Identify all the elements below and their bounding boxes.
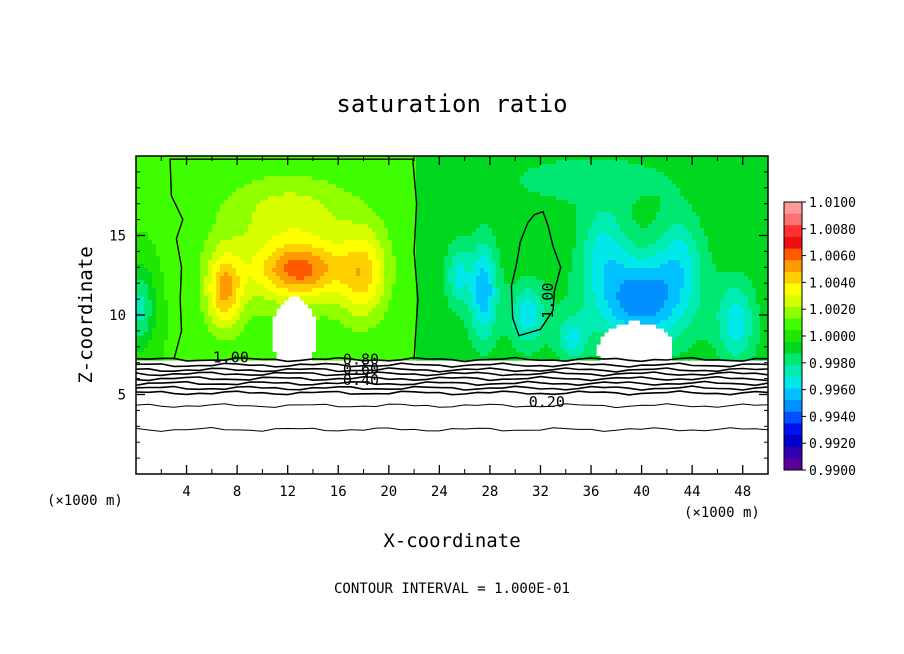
colorbar: 1.0100 1.0080 1.0060 1.0040 1.0020 1.0000 0.99… bbox=[783, 196, 856, 479]
colorbar-label: 0.9980 bbox=[809, 357, 856, 372]
colorbar-swatch bbox=[784, 236, 802, 250]
x-tick-label: 24 bbox=[431, 484, 448, 500]
colorbar-swatch bbox=[784, 388, 802, 401]
x-tick-label: 12 bbox=[279, 484, 296, 500]
colorbar-label: 1.0080 bbox=[809, 223, 856, 238]
chart-title: saturation ratio bbox=[336, 90, 567, 118]
saturation-field bbox=[136, 156, 768, 361]
colorbar-swatch bbox=[784, 411, 802, 424]
colorbar-swatch bbox=[784, 248, 802, 261]
x-tick-label: 8 bbox=[233, 484, 241, 500]
colorbar-label: 1.0020 bbox=[809, 303, 856, 318]
colorbar-swatch bbox=[784, 202, 802, 215]
contour-label: 0.40 bbox=[343, 371, 379, 389]
x-tick-label: 4 bbox=[182, 484, 190, 500]
contour-label: 0.20 bbox=[529, 393, 565, 411]
colorbar-label: 0.9920 bbox=[809, 437, 856, 452]
colorbar-swatch bbox=[784, 283, 802, 296]
colorbar-label: 1.0040 bbox=[809, 276, 856, 291]
colorbar-swatch bbox=[784, 341, 802, 354]
colorbar-swatch bbox=[784, 376, 802, 389]
colorbar-swatch bbox=[784, 260, 802, 273]
colorbar-label: 1.0000 bbox=[809, 330, 856, 345]
contour-label: 1.00 bbox=[213, 349, 249, 367]
colorbar-label: 1.0100 bbox=[809, 196, 856, 211]
contour-label: 0.80 bbox=[343, 350, 379, 368]
y-tick-label: 15 bbox=[109, 229, 126, 245]
colorbar-swatch bbox=[784, 318, 802, 331]
x-tick-label: 20 bbox=[380, 484, 397, 500]
x-tick-label: 28 bbox=[481, 484, 498, 500]
colorbar-swatch bbox=[784, 271, 802, 285]
x-unit-left: (×1000 m) bbox=[47, 493, 123, 509]
y-axis-label: Z-coordinate bbox=[75, 246, 97, 383]
contour-label: 0.60 bbox=[343, 360, 379, 378]
contour-interval-note: CONTOUR INTERVAL = 1.000E-01 bbox=[334, 581, 570, 597]
x-axis: 4 8 12 16 20 24 28 32 36 40 44 48 bbox=[160, 156, 751, 500]
contour-label: 1.00 bbox=[539, 283, 557, 319]
x-tick-label: 48 bbox=[734, 484, 751, 500]
y-tick-label: 10 bbox=[109, 308, 126, 324]
x-tick-label: 44 bbox=[684, 484, 701, 500]
x-tick-label: 32 bbox=[532, 484, 549, 500]
contour-labels: 1.00 1.00 0.800.600.40 0.20 bbox=[213, 283, 565, 412]
colorbar-label: 0.9940 bbox=[809, 410, 856, 425]
colorbar-swatch bbox=[784, 306, 802, 320]
x-unit-right: (×1000 m) bbox=[684, 505, 760, 521]
x-tick-label: 16 bbox=[330, 484, 347, 500]
colorbar-swatch bbox=[784, 353, 802, 366]
colorbar-swatch bbox=[784, 330, 802, 343]
colorbar-swatch bbox=[784, 458, 802, 471]
colorbar-swatch bbox=[784, 423, 802, 436]
colorbar-label: 0.9960 bbox=[809, 384, 856, 399]
colorbar-swatch bbox=[784, 225, 802, 238]
x-tick-label: 40 bbox=[633, 484, 650, 500]
colorbar-label: 0.9900 bbox=[809, 464, 856, 479]
colorbar-swatch bbox=[784, 446, 802, 459]
contour-lines bbox=[136, 158, 768, 432]
x-tick-label: 36 bbox=[583, 484, 600, 500]
colorbar-swatch bbox=[784, 365, 802, 378]
colorbar-swatch bbox=[784, 435, 802, 448]
x-axis-label: X-coordinate bbox=[383, 530, 520, 552]
colorbar-swatch bbox=[784, 400, 802, 413]
colorbar-swatch bbox=[784, 295, 802, 308]
colorbar-swatch bbox=[784, 213, 802, 226]
y-axis: 5 10 15 bbox=[109, 171, 768, 459]
y-tick-label: 5 bbox=[118, 388, 126, 404]
colorbar-label: 1.0060 bbox=[809, 250, 856, 265]
